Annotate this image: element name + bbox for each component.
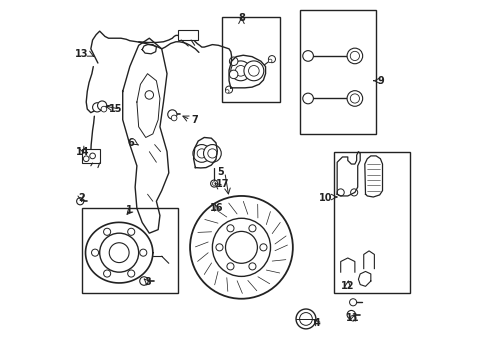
Polygon shape <box>229 55 266 88</box>
Bar <box>82 149 99 163</box>
Text: 1: 1 <box>126 205 133 215</box>
Circle shape <box>231 61 251 81</box>
Text: 10: 10 <box>319 193 333 203</box>
Circle shape <box>229 57 238 66</box>
Circle shape <box>349 299 357 306</box>
Circle shape <box>128 270 135 277</box>
Text: 9: 9 <box>377 76 384 86</box>
Circle shape <box>303 51 314 61</box>
Bar <box>334 152 410 293</box>
Text: 8: 8 <box>238 13 245 23</box>
Circle shape <box>244 61 264 81</box>
Circle shape <box>350 315 356 321</box>
Circle shape <box>227 225 234 232</box>
Circle shape <box>216 244 223 251</box>
Circle shape <box>249 225 256 232</box>
Circle shape <box>225 86 233 93</box>
Circle shape <box>140 277 148 285</box>
Circle shape <box>351 189 358 196</box>
Text: 17: 17 <box>216 179 229 189</box>
Circle shape <box>269 55 275 63</box>
Circle shape <box>98 101 107 110</box>
Circle shape <box>225 231 257 263</box>
Text: 4: 4 <box>314 318 321 328</box>
Circle shape <box>303 93 314 104</box>
Circle shape <box>145 91 153 99</box>
Circle shape <box>109 243 129 262</box>
Circle shape <box>203 145 221 162</box>
Circle shape <box>347 91 363 106</box>
Circle shape <box>248 66 259 76</box>
Circle shape <box>350 51 360 60</box>
Circle shape <box>212 182 216 185</box>
Bar <box>82 208 178 293</box>
Text: 6: 6 <box>128 138 134 148</box>
Circle shape <box>225 90 229 93</box>
Circle shape <box>337 189 344 196</box>
Circle shape <box>172 115 177 121</box>
Text: 5: 5 <box>217 167 224 177</box>
Circle shape <box>229 70 238 78</box>
Circle shape <box>227 263 234 270</box>
Polygon shape <box>194 138 218 168</box>
Circle shape <box>347 310 356 319</box>
Circle shape <box>193 145 211 162</box>
Circle shape <box>140 249 147 256</box>
Circle shape <box>83 156 89 162</box>
Text: 15: 15 <box>109 104 122 114</box>
Circle shape <box>350 94 360 103</box>
Text: 11: 11 <box>346 312 360 323</box>
Bar <box>178 30 198 40</box>
Circle shape <box>168 110 177 119</box>
Bar <box>222 17 280 102</box>
Circle shape <box>197 149 206 158</box>
Text: 12: 12 <box>341 281 355 291</box>
Circle shape <box>235 66 246 76</box>
Text: 16: 16 <box>210 203 223 213</box>
Circle shape <box>347 48 363 64</box>
Circle shape <box>190 196 293 299</box>
Text: 13: 13 <box>75 49 88 59</box>
Text: 3: 3 <box>144 277 151 287</box>
Circle shape <box>296 309 316 329</box>
Text: 14: 14 <box>76 147 89 157</box>
Circle shape <box>92 249 98 256</box>
Circle shape <box>269 59 272 63</box>
Circle shape <box>299 312 312 325</box>
Circle shape <box>90 153 96 159</box>
Circle shape <box>128 228 135 235</box>
Circle shape <box>103 228 111 235</box>
Circle shape <box>101 106 107 112</box>
Circle shape <box>93 103 102 112</box>
Circle shape <box>249 263 256 270</box>
Circle shape <box>76 198 84 205</box>
Text: 2: 2 <box>78 193 85 203</box>
Text: 7: 7 <box>191 116 198 125</box>
Bar <box>300 10 376 134</box>
Circle shape <box>260 244 267 251</box>
Circle shape <box>99 233 139 272</box>
Circle shape <box>211 180 218 187</box>
Circle shape <box>103 270 111 277</box>
Circle shape <box>212 218 270 276</box>
Circle shape <box>208 149 217 158</box>
